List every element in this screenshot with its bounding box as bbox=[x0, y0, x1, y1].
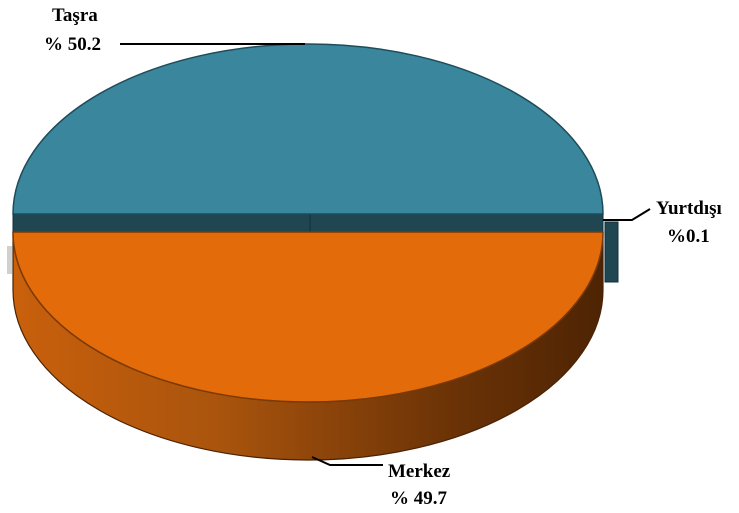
slice-tasra-top bbox=[12, 43, 604, 215]
slice-tasra-wall-right bbox=[309, 213, 604, 235]
slice-merkez-top bbox=[12, 231, 604, 403]
slice-tasra bbox=[12, 43, 604, 235]
yurtdisi-value-label: %0.1 bbox=[667, 226, 710, 247]
slice-yurtdisi-side bbox=[604, 221, 619, 283]
slice-yurtdisi bbox=[604, 221, 619, 283]
merkez-name-label: Merkez bbox=[388, 461, 451, 482]
tasra-value-label: % 50.2 bbox=[44, 34, 101, 55]
left-edge-shadow bbox=[7, 246, 12, 274]
yurtdisi-leader-line bbox=[603, 208, 651, 221]
merkez-value-label: % 49.7 bbox=[390, 488, 448, 509]
slice-merkez bbox=[12, 231, 604, 461]
merkez-leader-line bbox=[311, 456, 383, 466]
slice-tasra-wall bbox=[12, 213, 311, 235]
tasra-name-label: Taşra bbox=[52, 5, 98, 26]
yurtdisi-name-label: Yurtdışı bbox=[656, 198, 722, 219]
